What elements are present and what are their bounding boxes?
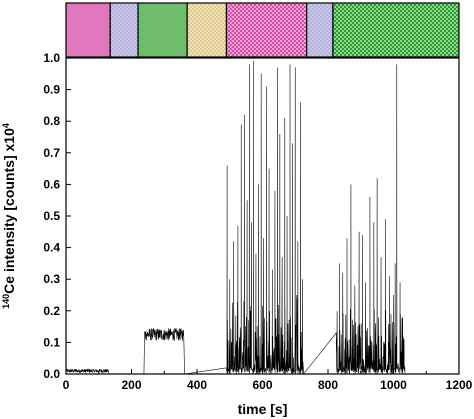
y-tick-label: 0.0 <box>43 367 60 381</box>
y-axis-title-main: Ce intensity [counts] x10 <box>1 128 17 294</box>
y-tick-label: 0.6 <box>43 177 60 191</box>
y-tick-label: 0.9 <box>43 83 60 97</box>
top-color-bands <box>65 2 460 58</box>
x-tick-label: 800 <box>318 378 338 392</box>
x-tick-label: 400 <box>187 378 207 392</box>
color-band-border <box>332 2 460 58</box>
color-band <box>66 3 111 57</box>
color-band-pattern <box>306 3 333 57</box>
intensity-line <box>65 61 459 375</box>
x-axis: 0 200 400 600 800 1000 1200 <box>63 369 473 392</box>
y-tick-label: 0.8 <box>43 114 60 128</box>
x-tick-label: 0 <box>63 378 70 392</box>
color-band-pattern <box>187 3 227 57</box>
y-tick-label: 0.7 <box>43 146 60 160</box>
color-band-pattern <box>332 3 459 57</box>
y-tick-label: 0.5 <box>43 209 60 223</box>
y-axis-title-superscript: 140 <box>1 294 11 309</box>
y-tick-label: 0.3 <box>43 272 60 286</box>
x-tick-label: 1000 <box>380 378 407 392</box>
y-axis-title-exponent: 4 <box>1 123 11 128</box>
color-band <box>138 3 188 57</box>
intensity-trace <box>65 61 459 375</box>
y-axis: 0.0 0.1 0.2 0.3 0.4 0.5 0.6 0.7 0.8 0.9 1.0 <box>43 51 71 381</box>
color-band-pattern <box>110 3 139 57</box>
color-band-pattern <box>226 3 307 57</box>
x-axis-title: time [s] <box>238 401 288 417</box>
x-tick-label: 600 <box>252 378 272 392</box>
x-tick-label: 1200 <box>446 378 473 392</box>
y-tick-label: 0.2 <box>43 304 60 318</box>
y-tick-label: 1.0 <box>43 51 60 65</box>
x-tick-label: 200 <box>121 378 141 392</box>
y-axis-title: 140Ce intensity [counts] x104 <box>1 123 17 309</box>
y-tick-label: 0.1 <box>43 335 60 349</box>
y-tick-label: 0.4 <box>43 241 60 255</box>
